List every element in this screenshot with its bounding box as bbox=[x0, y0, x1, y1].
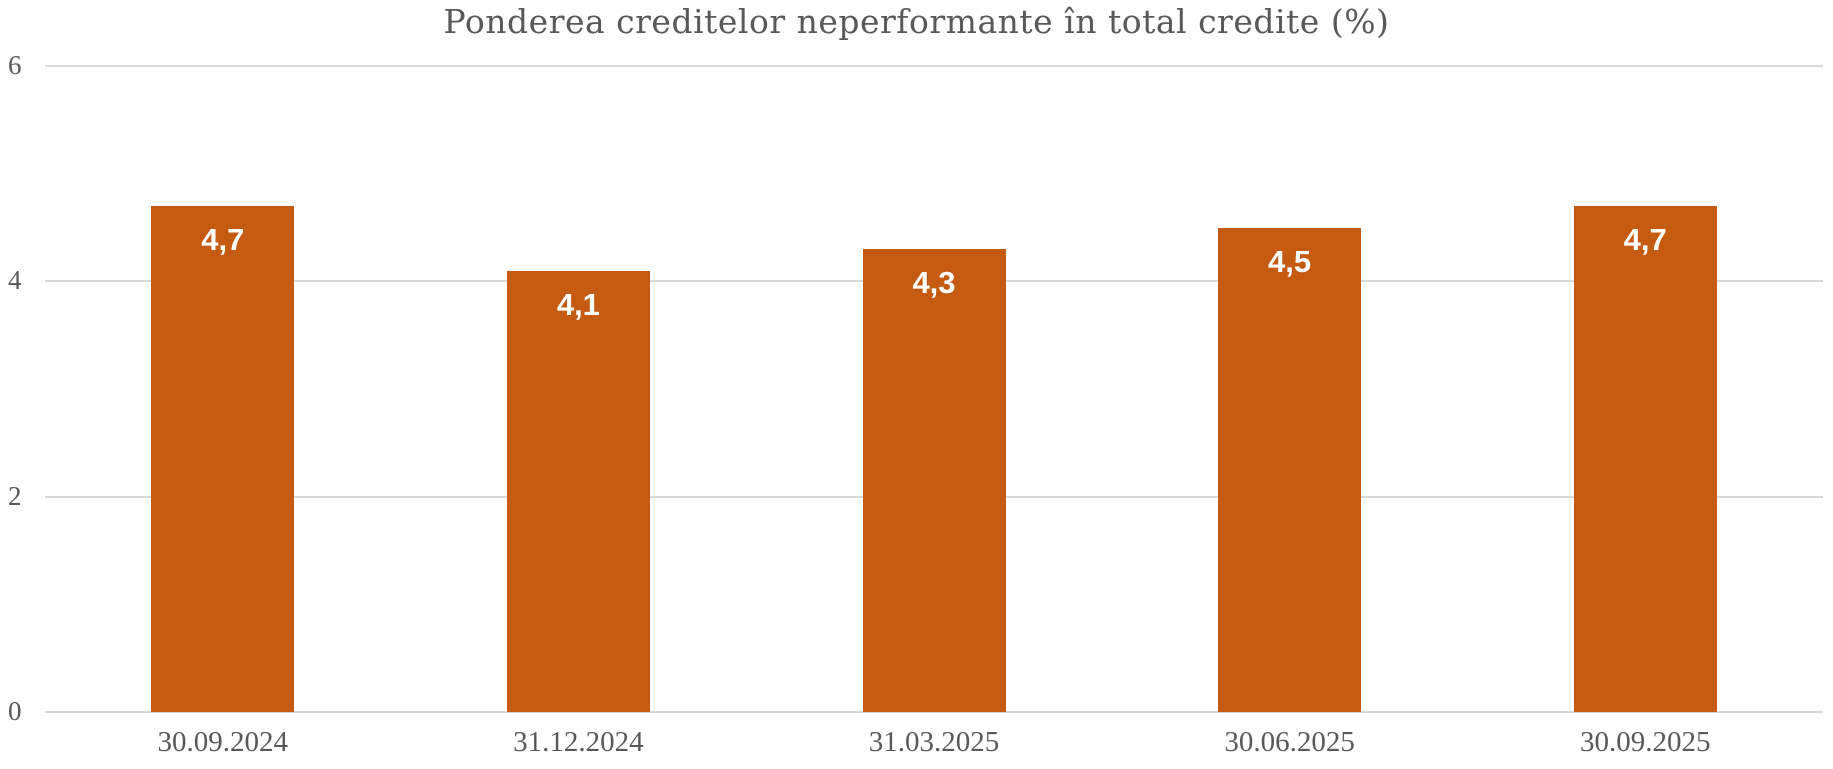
bar-value-label: 4,7 bbox=[201, 221, 245, 257]
x-tick-label: 30.09.2024 bbox=[157, 726, 289, 758]
bar-31.12.2024: 4,1 bbox=[506, 270, 650, 712]
x-tick-label: 30.06.2025 bbox=[1224, 726, 1355, 758]
y-tick-label-0: 0 bbox=[8, 696, 22, 726]
chart-title: Ponderea creditelor neperformante în tot… bbox=[443, 2, 1390, 41]
gridline-y-0 bbox=[45, 711, 1823, 713]
bar-31.03.2025: 4,3 bbox=[862, 249, 1006, 712]
bar-value-label: 4,3 bbox=[912, 265, 956, 301]
y-tick-label-4: 4 bbox=[8, 265, 22, 296]
bar-30.06.2025: 4,5 bbox=[1218, 227, 1362, 712]
x-tick-label: 30.09.2025 bbox=[1579, 726, 1711, 758]
y-tick-label-6: 6 bbox=[8, 50, 22, 80]
bar-value-label: 4,5 bbox=[1268, 243, 1312, 279]
gridline-y-6 bbox=[45, 65, 1823, 67]
y-tick-label-2: 2 bbox=[8, 480, 22, 511]
bar-value-label: 4,1 bbox=[556, 286, 600, 322]
x-tick-label: 31.12.2024 bbox=[513, 726, 644, 758]
bar-30.09.2024: 4,7 bbox=[151, 205, 295, 712]
bar-30.09.2025: 4,7 bbox=[1573, 205, 1717, 712]
x-tick-label: 31.03.2025 bbox=[868, 726, 1000, 758]
bar-value-label: 4,7 bbox=[1623, 221, 1667, 257]
